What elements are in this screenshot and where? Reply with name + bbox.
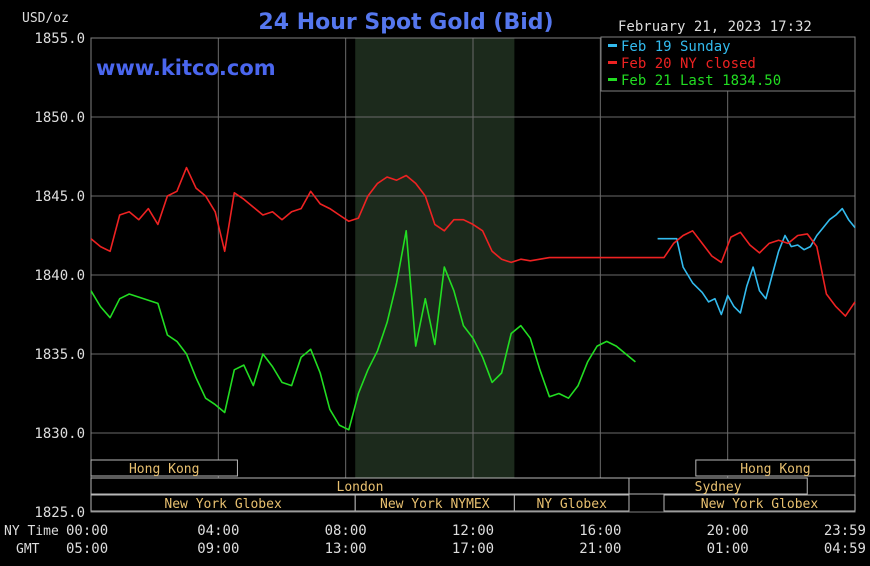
session-bar-7 bbox=[663, 494, 856, 512]
y-tick-label-4: 1835.0 bbox=[34, 347, 85, 363]
legend-box bbox=[600, 36, 856, 92]
timestamp: February 21, 2023 17:32 bbox=[618, 19, 812, 35]
y-tick-label-3: 1840.0 bbox=[34, 268, 85, 284]
session-bar-6 bbox=[628, 477, 808, 495]
series-line-1 bbox=[90, 166, 856, 317]
plot-frame bbox=[90, 37, 856, 513]
x-tick-ny-2: 08:00 bbox=[325, 523, 367, 539]
session-label-6: Sydney bbox=[695, 480, 742, 495]
session-bar-0 bbox=[90, 459, 238, 477]
session-bar-4 bbox=[513, 494, 630, 512]
x-tick-gmt-4: 21:00 bbox=[579, 541, 621, 557]
x-tick-ny-5: 20:00 bbox=[707, 523, 749, 539]
x-tick-ny-6: 23:59 bbox=[824, 523, 866, 539]
x-tick-ny-0: 00:00 bbox=[66, 523, 108, 539]
x-row-label-gmt: GMT bbox=[16, 542, 40, 557]
x-tick-gmt-6: 04:59 bbox=[824, 541, 866, 557]
y-tick-label-0: 1855.0 bbox=[34, 31, 85, 47]
x-tick-gmt-2: 13:00 bbox=[325, 541, 367, 557]
session-bars: Hong Kong London New York Globex New York N… bbox=[90, 459, 856, 512]
series-line-2 bbox=[90, 230, 636, 431]
series-layer bbox=[90, 166, 856, 431]
legend-label-0: Feb 19 Sunday bbox=[621, 39, 731, 55]
x-tick-gmt-0: 05:00 bbox=[66, 541, 108, 557]
watermark: www.kitco.com bbox=[96, 56, 276, 80]
session-label-3: New York NYMEX bbox=[380, 497, 490, 512]
x-tick-ny-3: 12:00 bbox=[452, 523, 494, 539]
session-label-5: Hong Kong bbox=[740, 462, 810, 477]
y-tick-label-6: 1825.0 bbox=[34, 505, 85, 521]
y-tick-label-2: 1845.0 bbox=[34, 189, 85, 205]
x-tick-ny-1: 04:00 bbox=[197, 523, 239, 539]
session-label-4: NY Globex bbox=[536, 497, 607, 512]
x-tick-gmt-1: 09:00 bbox=[197, 541, 239, 557]
session-label-7: New York Globex bbox=[701, 497, 819, 512]
x-tick-gmt-3: 17:00 bbox=[452, 541, 494, 557]
unit-label: USD/oz bbox=[22, 11, 69, 26]
y-tick-label-1: 1850.0 bbox=[34, 110, 85, 126]
session-label-0: Hong Kong bbox=[129, 462, 199, 477]
x-axis-ticks: 00:00 05:00 04:00 09:00 08:00 13:00 12:00 17:00… bbox=[66, 523, 866, 557]
legend-label-1: Feb 20 NY closed bbox=[621, 56, 756, 72]
y-axis-ticks: 1855.0 1850.0 1845.0 1840.0 1835.0 1830.0 1825… bbox=[34, 31, 85, 521]
session-label-2: New York Globex bbox=[164, 497, 282, 512]
legend-swatch-1 bbox=[608, 61, 617, 64]
x-tick-gmt-5: 01:00 bbox=[707, 541, 749, 557]
legend-swatch-2 bbox=[608, 78, 617, 81]
series-line-0 bbox=[657, 207, 856, 316]
legend-swatch-0 bbox=[608, 44, 617, 47]
chart-title: 24 Hour Spot Gold (Bid) bbox=[258, 10, 553, 35]
session-bar-5 bbox=[695, 459, 856, 477]
legend: Feb 19 Sunday Feb 20 NY closed Feb 21 La… bbox=[600, 36, 856, 92]
x-row-label-ny: NY Time bbox=[4, 524, 59, 539]
y-tick-label-5: 1830.0 bbox=[34, 426, 85, 442]
x-tick-ny-4: 16:00 bbox=[579, 523, 621, 539]
session-label-1: London bbox=[337, 480, 384, 495]
legend-label-2: Feb 21 Last 1834.50 bbox=[621, 73, 781, 89]
